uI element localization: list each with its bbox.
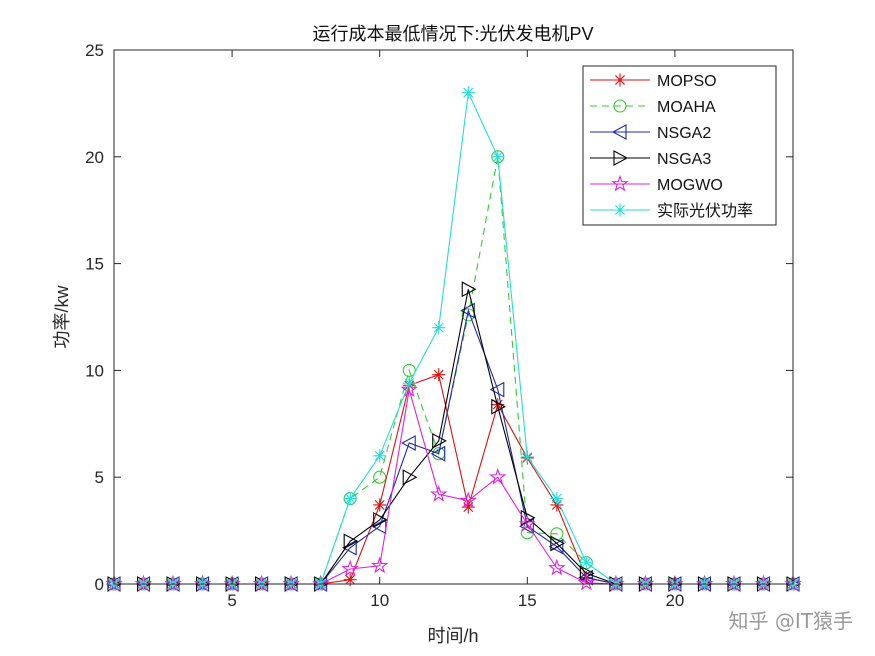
data-point: [402, 363, 416, 377]
data-point: [341, 559, 359, 577]
data-point: [401, 435, 416, 451]
data-point: [461, 500, 475, 514]
legend: MOPSO MOAHA NSGA2 NSGA3 MOGWO 实际光伏功率: [582, 65, 777, 226]
data-point: [578, 569, 593, 586]
axes-box: [113, 49, 794, 585]
legend-marker: [613, 73, 627, 87]
data-point: [459, 491, 478, 509]
legend-marker: [613, 203, 627, 217]
x-tick-label: 15: [518, 591, 537, 610]
legend-label: NSGA2: [657, 125, 711, 142]
data-point: [373, 470, 387, 484]
legend-label: NSGA3: [657, 151, 711, 168]
x-tick-label: 5: [227, 591, 236, 610]
watermark: 知乎 @IT猿手: [728, 609, 853, 633]
data-point: [400, 380, 418, 398]
data-point: [343, 492, 357, 506]
data-point: [432, 368, 446, 382]
x-tick-label: 10: [370, 591, 389, 610]
data-point: [550, 535, 565, 552]
x-tick-label: 20: [665, 591, 684, 610]
legend-marker: [611, 124, 627, 140]
x-axis-label: 时间/h: [427, 626, 478, 646]
data-point: [343, 533, 359, 550]
legend-label: MOGWO: [657, 177, 723, 194]
y-axis-label: 功率/kw: [52, 284, 72, 348]
data-point: [489, 381, 505, 398]
data-point: [518, 515, 536, 532]
data-point: [460, 302, 475, 319]
data-point: [373, 498, 387, 512]
y-tick-label: 25: [85, 41, 104, 60]
legend-marker: [613, 150, 629, 166]
data-point: [371, 518, 387, 535]
data-point: [548, 558, 566, 576]
data-point: [491, 398, 506, 415]
data-point: [491, 150, 505, 164]
data-point: [373, 511, 388, 528]
y-tick-label: 0: [95, 575, 104, 594]
data-point: [579, 556, 593, 570]
data-point: [550, 492, 564, 506]
data-point: [430, 445, 446, 462]
y-tick-label: 10: [85, 361, 104, 380]
data-point: [461, 86, 475, 100]
legend-label: 实际光伏功率: [657, 202, 753, 220]
legend-label: MOPSO: [657, 73, 717, 90]
data-point: [429, 485, 448, 502]
y-tick-label: 20: [85, 148, 104, 167]
data-point: [373, 449, 387, 463]
data-point: [520, 450, 534, 464]
y-tick-label: 5: [95, 468, 104, 487]
legend-label: MOAHA: [657, 99, 716, 116]
data-point: [488, 468, 507, 485]
data-point: [402, 469, 418, 486]
data-point: [461, 281, 477, 298]
data-point: [432, 432, 447, 449]
legend-marker: [611, 174, 629, 192]
data-point: [520, 509, 536, 526]
data-point: [577, 573, 596, 591]
data-point: [371, 556, 389, 574]
data-point: [402, 376, 416, 390]
chart-title: 运行成本最低情况下:光伏发电机PV: [312, 24, 593, 44]
data-point: [342, 539, 357, 556]
legend-marker: [613, 99, 627, 113]
y-tick-label: 15: [85, 255, 104, 274]
data-point: [432, 321, 446, 335]
data-point: [343, 573, 357, 587]
legend-box: [582, 65, 777, 226]
